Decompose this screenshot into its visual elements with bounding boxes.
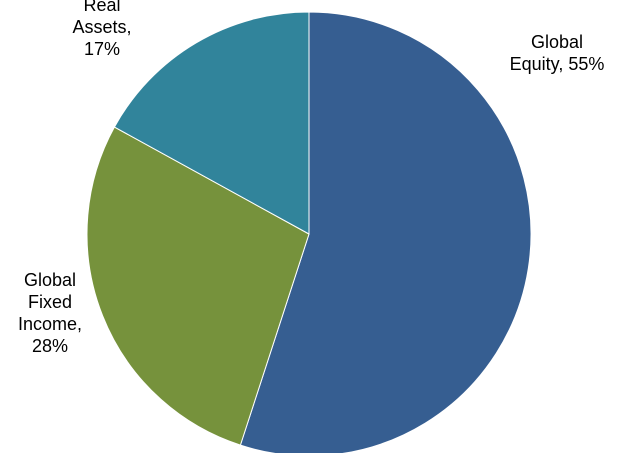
data-label-real-assets: Real Assets, 17% [72,0,131,59]
data-label-line: 28% [32,336,68,356]
pie-slice-global-equity [239,11,532,453]
data-label-global-equity: Global Equity, 55% [510,32,605,74]
data-label-line: Assets, [72,17,131,37]
data-label-line: Real [83,0,120,15]
data-label-line: Global [24,270,76,290]
data-label-line: Income, [18,314,82,334]
data-label-line: 17% [84,39,120,59]
pie-slice-real-assets [113,11,310,235]
data-label-global-fixed-income: Global Fixed Income, 28% [18,270,82,356]
data-label-line: Equity, 55% [510,54,605,74]
data-label-line: Fixed [28,292,72,312]
pie-slice-global-fixed-income [86,126,310,446]
data-label-line: Global [531,32,583,52]
